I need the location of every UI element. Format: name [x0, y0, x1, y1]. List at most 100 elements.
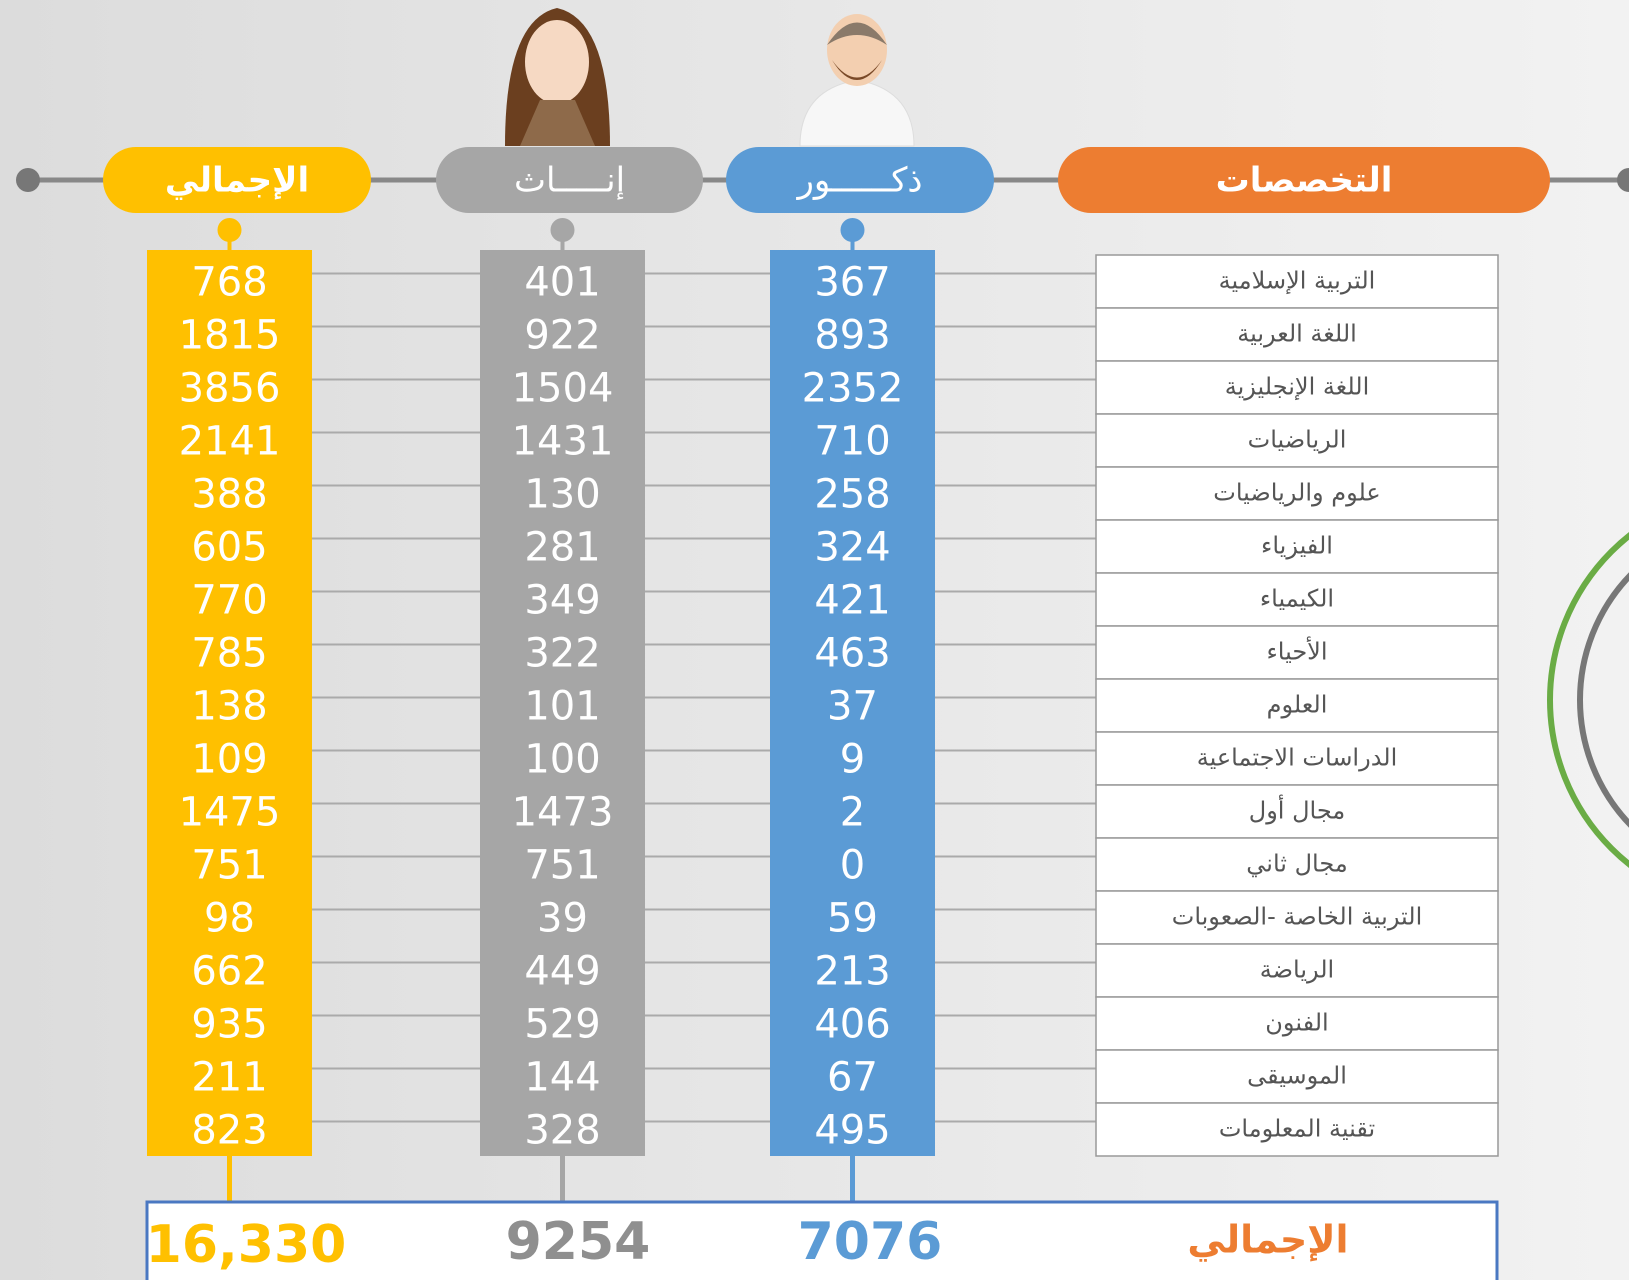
- value: 98: [204, 896, 255, 942]
- value: 109: [191, 737, 267, 783]
- value: 211: [191, 1055, 267, 1101]
- value: 449: [524, 949, 600, 995]
- value: 823: [191, 1108, 267, 1154]
- male-avatar: [799, 14, 915, 147]
- specialty-cell: [1095, 625, 1499, 680]
- line-end: [1617, 168, 1629, 192]
- specialty-cell: [1095, 572, 1499, 627]
- value: 1504: [512, 366, 614, 412]
- value: 100: [524, 737, 600, 783]
- value: 935: [191, 1002, 267, 1048]
- value: 349: [524, 578, 600, 624]
- value: 0: [840, 843, 865, 889]
- value: 463: [814, 631, 890, 677]
- specialty: مجال ثاني: [1246, 850, 1347, 878]
- specialty: التربية الإسلامية: [1219, 267, 1376, 295]
- specialty-cell: [1095, 996, 1499, 1051]
- value: 768: [191, 260, 267, 306]
- header-pill: [436, 147, 703, 213]
- value: 388: [191, 472, 267, 518]
- column: [480, 250, 645, 1156]
- specialty: العلوم: [1267, 691, 1328, 719]
- value: 605: [191, 525, 267, 571]
- specialty-cell: [1095, 731, 1499, 786]
- header-label: التخصصات: [1216, 161, 1393, 201]
- deco-ring: [1547, 532, 1629, 868]
- value: 1431: [512, 419, 614, 465]
- header-label: الإجمالي: [165, 161, 309, 201]
- value: 67: [827, 1055, 878, 1101]
- value: 138: [191, 684, 267, 730]
- value: 2352: [802, 366, 904, 412]
- specialty: تقنية المعلومات: [1219, 1115, 1375, 1143]
- header-pill: [103, 147, 371, 213]
- value: 922: [524, 313, 600, 359]
- value: 662: [191, 949, 267, 995]
- value: 367: [814, 260, 890, 306]
- specialty-cell: [1095, 943, 1499, 998]
- value: 324: [814, 525, 890, 571]
- deco-ring: [1577, 572, 1629, 828]
- specialty: الكيمياء: [1260, 585, 1334, 613]
- specialty-cell: [1095, 890, 1499, 945]
- connector-dot: [550, 218, 575, 242]
- header-label: ذكــــــور: [795, 161, 922, 201]
- value: 258: [814, 472, 890, 518]
- specialty: الفيزياء: [1261, 532, 1333, 560]
- value: 1815: [179, 313, 281, 359]
- column: [147, 250, 312, 1156]
- specialty: اللغة العربية: [1237, 320, 1357, 348]
- specialty-cell: [1095, 360, 1499, 415]
- value: 529: [524, 1002, 600, 1048]
- value: 1475: [179, 790, 281, 836]
- specialty-cell: [1095, 254, 1499, 309]
- value: 495: [814, 1108, 890, 1154]
- value: 213: [814, 949, 890, 995]
- value: 401: [524, 260, 600, 306]
- value: 2: [840, 790, 865, 836]
- value: 751: [524, 843, 600, 889]
- header-pill: [1058, 147, 1550, 213]
- specialty-cell: [1095, 1049, 1499, 1104]
- value: 785: [191, 631, 267, 677]
- specialty-cell: [1095, 307, 1499, 362]
- connector-dot: [217, 218, 242, 242]
- specialty: الدراسات الاجتماعية: [1197, 744, 1398, 772]
- value: 39: [537, 896, 588, 942]
- value: 59: [827, 896, 878, 942]
- value: 144: [524, 1055, 600, 1101]
- female-avatar: [505, 8, 610, 146]
- value: 710: [814, 419, 890, 465]
- value: 130: [524, 472, 600, 518]
- specialty: الرياضة: [1260, 956, 1334, 984]
- value: 751: [191, 843, 267, 889]
- value: 1473: [512, 790, 614, 836]
- specialty-cell: [1095, 837, 1499, 892]
- value: 328: [524, 1108, 600, 1154]
- value: 893: [814, 313, 890, 359]
- specialty: اللغة الإنجليزية: [1225, 373, 1370, 401]
- specialty-cell: [1095, 1102, 1499, 1157]
- value: 37: [827, 684, 878, 730]
- value: 9: [840, 737, 865, 783]
- value: 322: [524, 631, 600, 677]
- footer-male: 7076: [798, 1212, 943, 1272]
- value: 406: [814, 1002, 890, 1048]
- header-pill: [726, 147, 994, 213]
- specialty: الأحياء: [1266, 637, 1327, 666]
- specialty: الفنون: [1265, 1009, 1328, 1037]
- line-end: [16, 168, 40, 192]
- specialty-cell: [1095, 519, 1499, 574]
- specialty-cell: [1095, 678, 1499, 733]
- column: [770, 250, 935, 1156]
- specialty: مجال أول: [1249, 795, 1345, 825]
- specialty-cell: [1095, 466, 1499, 521]
- specialty: الموسيقى: [1247, 1062, 1347, 1090]
- specialty: الرياضيات: [1248, 426, 1347, 454]
- value: 281: [524, 525, 600, 571]
- specialty: التربية الخاصة -الصعوبات: [1172, 903, 1423, 931]
- value: 101: [524, 684, 600, 730]
- footer-female: 9254: [506, 1212, 651, 1272]
- value: 421: [814, 578, 890, 624]
